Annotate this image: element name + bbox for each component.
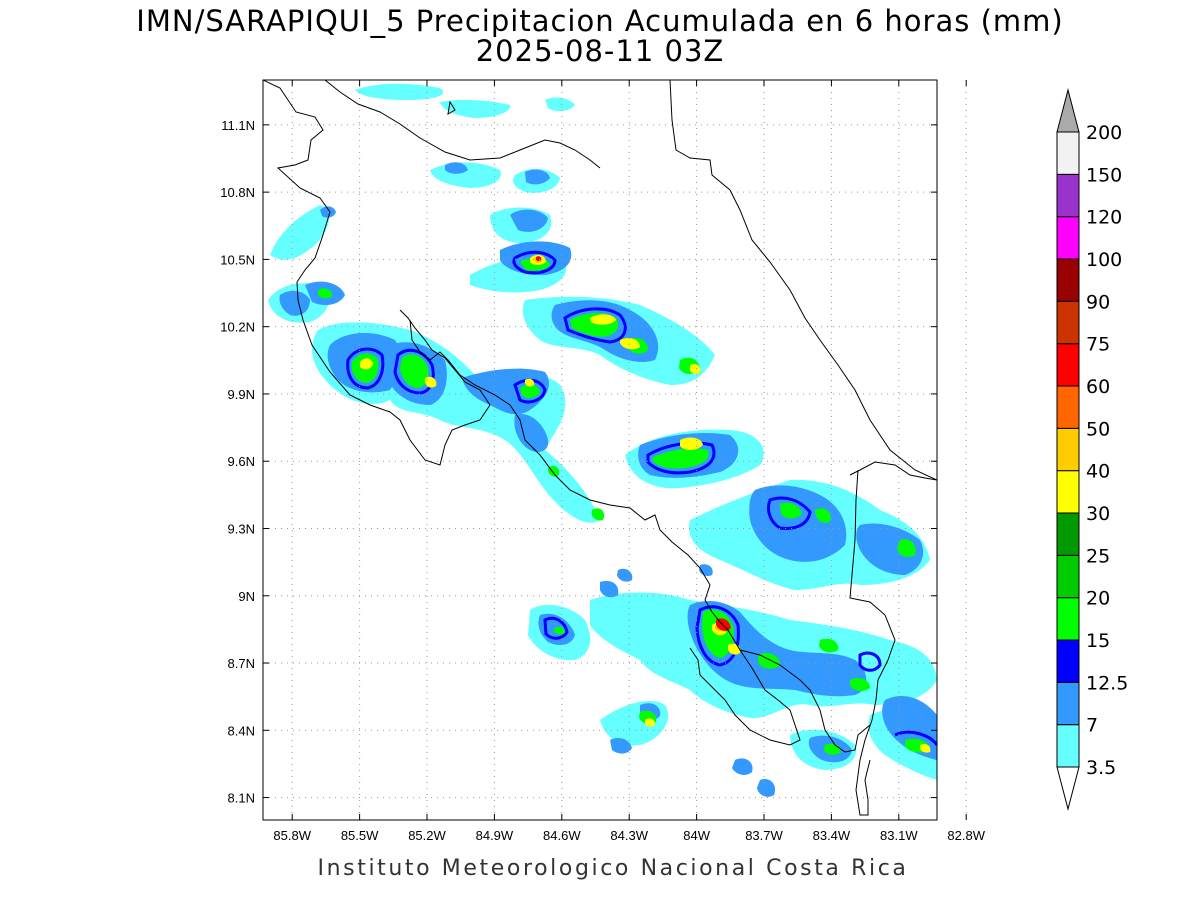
colorbar-level-label: 3.5: [1086, 757, 1116, 779]
colorbar-min-arrow: [1056, 766, 1080, 811]
colorbar-swatch: [1056, 343, 1080, 387]
colorbar-level-label: 12.5: [1086, 672, 1128, 694]
colorbar-swatch: [1056, 554, 1080, 599]
lat-tick-label: 8.4N: [228, 723, 255, 738]
colorbar-swatch: [1056, 216, 1080, 260]
panama-border: [849, 469, 896, 816]
coastlines-and-borders: [263, 80, 937, 816]
nicoya-peninsula-coast: [296, 281, 491, 466]
colorbar: 3.5 7 12.5 15 20 25 30 40 50 60 75 90 100 120 150 200: [1056, 88, 1128, 811]
colorbar-swatch: [1056, 385, 1080, 429]
colorbar-level-label: 120: [1086, 207, 1122, 229]
lat-tick-label: 10.5N: [220, 252, 255, 267]
footer-credit: Instituto Meteorologico Nacional Costa R…: [317, 856, 909, 881]
colorbar-swatch: [1056, 470, 1080, 514]
colorbar-max-arrow: [1056, 88, 1080, 133]
lat-tick-label: 11.1N: [221, 118, 255, 133]
gulf-of-nicoya-coast: [409, 319, 801, 746]
colorbar-level-label: 7: [1086, 715, 1098, 737]
colorbar-level-label: 50: [1086, 418, 1110, 440]
colorbar-level-label: 150: [1086, 164, 1122, 186]
lat-tick-label: 10.2N: [220, 320, 255, 335]
lat-tick-label: 9.9N: [228, 387, 255, 402]
colorbar-swatch: [1056, 131, 1080, 175]
lon-tick-label: 83.7W: [745, 828, 783, 843]
lon-tick-label: 84.6W: [543, 828, 581, 843]
colorbar-level-label: 30: [1086, 503, 1110, 525]
lat-tick-label: 8.1N: [228, 791, 255, 806]
map-grid: [263, 80, 967, 820]
colorbar-swatch: [1056, 512, 1080, 556]
lon-tick-label: 84W: [683, 828, 710, 843]
colorbar-swatch: [1056, 173, 1080, 218]
lon-tick-label: 82.8W: [947, 828, 985, 843]
colorbar-level-label: 25: [1086, 545, 1110, 567]
nicaragua-lake-shore: [324, 80, 601, 169]
map-title: IMN/SARAPIQUI_5 Precipitacion Acumulada …: [136, 4, 1064, 38]
colorbar-swatch: [1056, 724, 1080, 768]
lon-tick-label: 84.3W: [610, 828, 648, 843]
colorbar-level-label: 15: [1086, 630, 1110, 652]
colorbar-level-label: 100: [1086, 249, 1122, 271]
colorbar-level-label: 40: [1086, 461, 1110, 483]
colorbar-swatch: [1056, 639, 1080, 683]
island-outline: [447, 100, 456, 115]
lon-tick-label: 83.4W: [813, 828, 851, 843]
lat-tick-label: 8.7N: [228, 656, 255, 671]
colorbar-swatch: [1056, 427, 1080, 472]
panama-border-north: [849, 461, 937, 481]
precipitation-field: [268, 83, 937, 797]
map-frame: [262, 79, 938, 821]
colorbar-level-label: 60: [1086, 376, 1110, 398]
colorbar-swatch: [1056, 258, 1080, 302]
map-axes: 85.8W 85.5W 85.2W 84.9W 84.6W 84.3W 84W 83.7W 83…: [220, 80, 986, 843]
lon-tick-label: 85.8W: [273, 828, 311, 843]
osa-peninsula-coast: [739, 649, 871, 753]
lon-tick-label: 84.9W: [476, 828, 514, 843]
colorbar-level-label: 90: [1086, 291, 1110, 313]
colorbar-swatch: [1056, 300, 1080, 345]
lat-tick-label: 9.6N: [228, 454, 255, 469]
caribbean-coast: [669, 80, 937, 481]
colorbar-level-label: 20: [1086, 588, 1110, 610]
colorbar-level-label: 75: [1086, 334, 1110, 356]
colorbar-level-label: 200: [1086, 122, 1122, 144]
lat-tick-label: 9N: [238, 589, 255, 604]
lon-tick-label: 83.1W: [880, 828, 918, 843]
lat-tick-label: 9.3N: [228, 521, 255, 536]
lat-tick-label: 10.8N: [220, 185, 255, 200]
map-subtitle-datetime: 2025-08-11 03Z: [475, 34, 725, 68]
colorbar-swatch: [1056, 681, 1080, 726]
colorbar-swatch: [1056, 597, 1080, 641]
lon-tick-label: 85.5W: [341, 828, 379, 843]
lon-tick-label: 85.2W: [408, 828, 446, 843]
nicaragua-border: [263, 80, 331, 283]
